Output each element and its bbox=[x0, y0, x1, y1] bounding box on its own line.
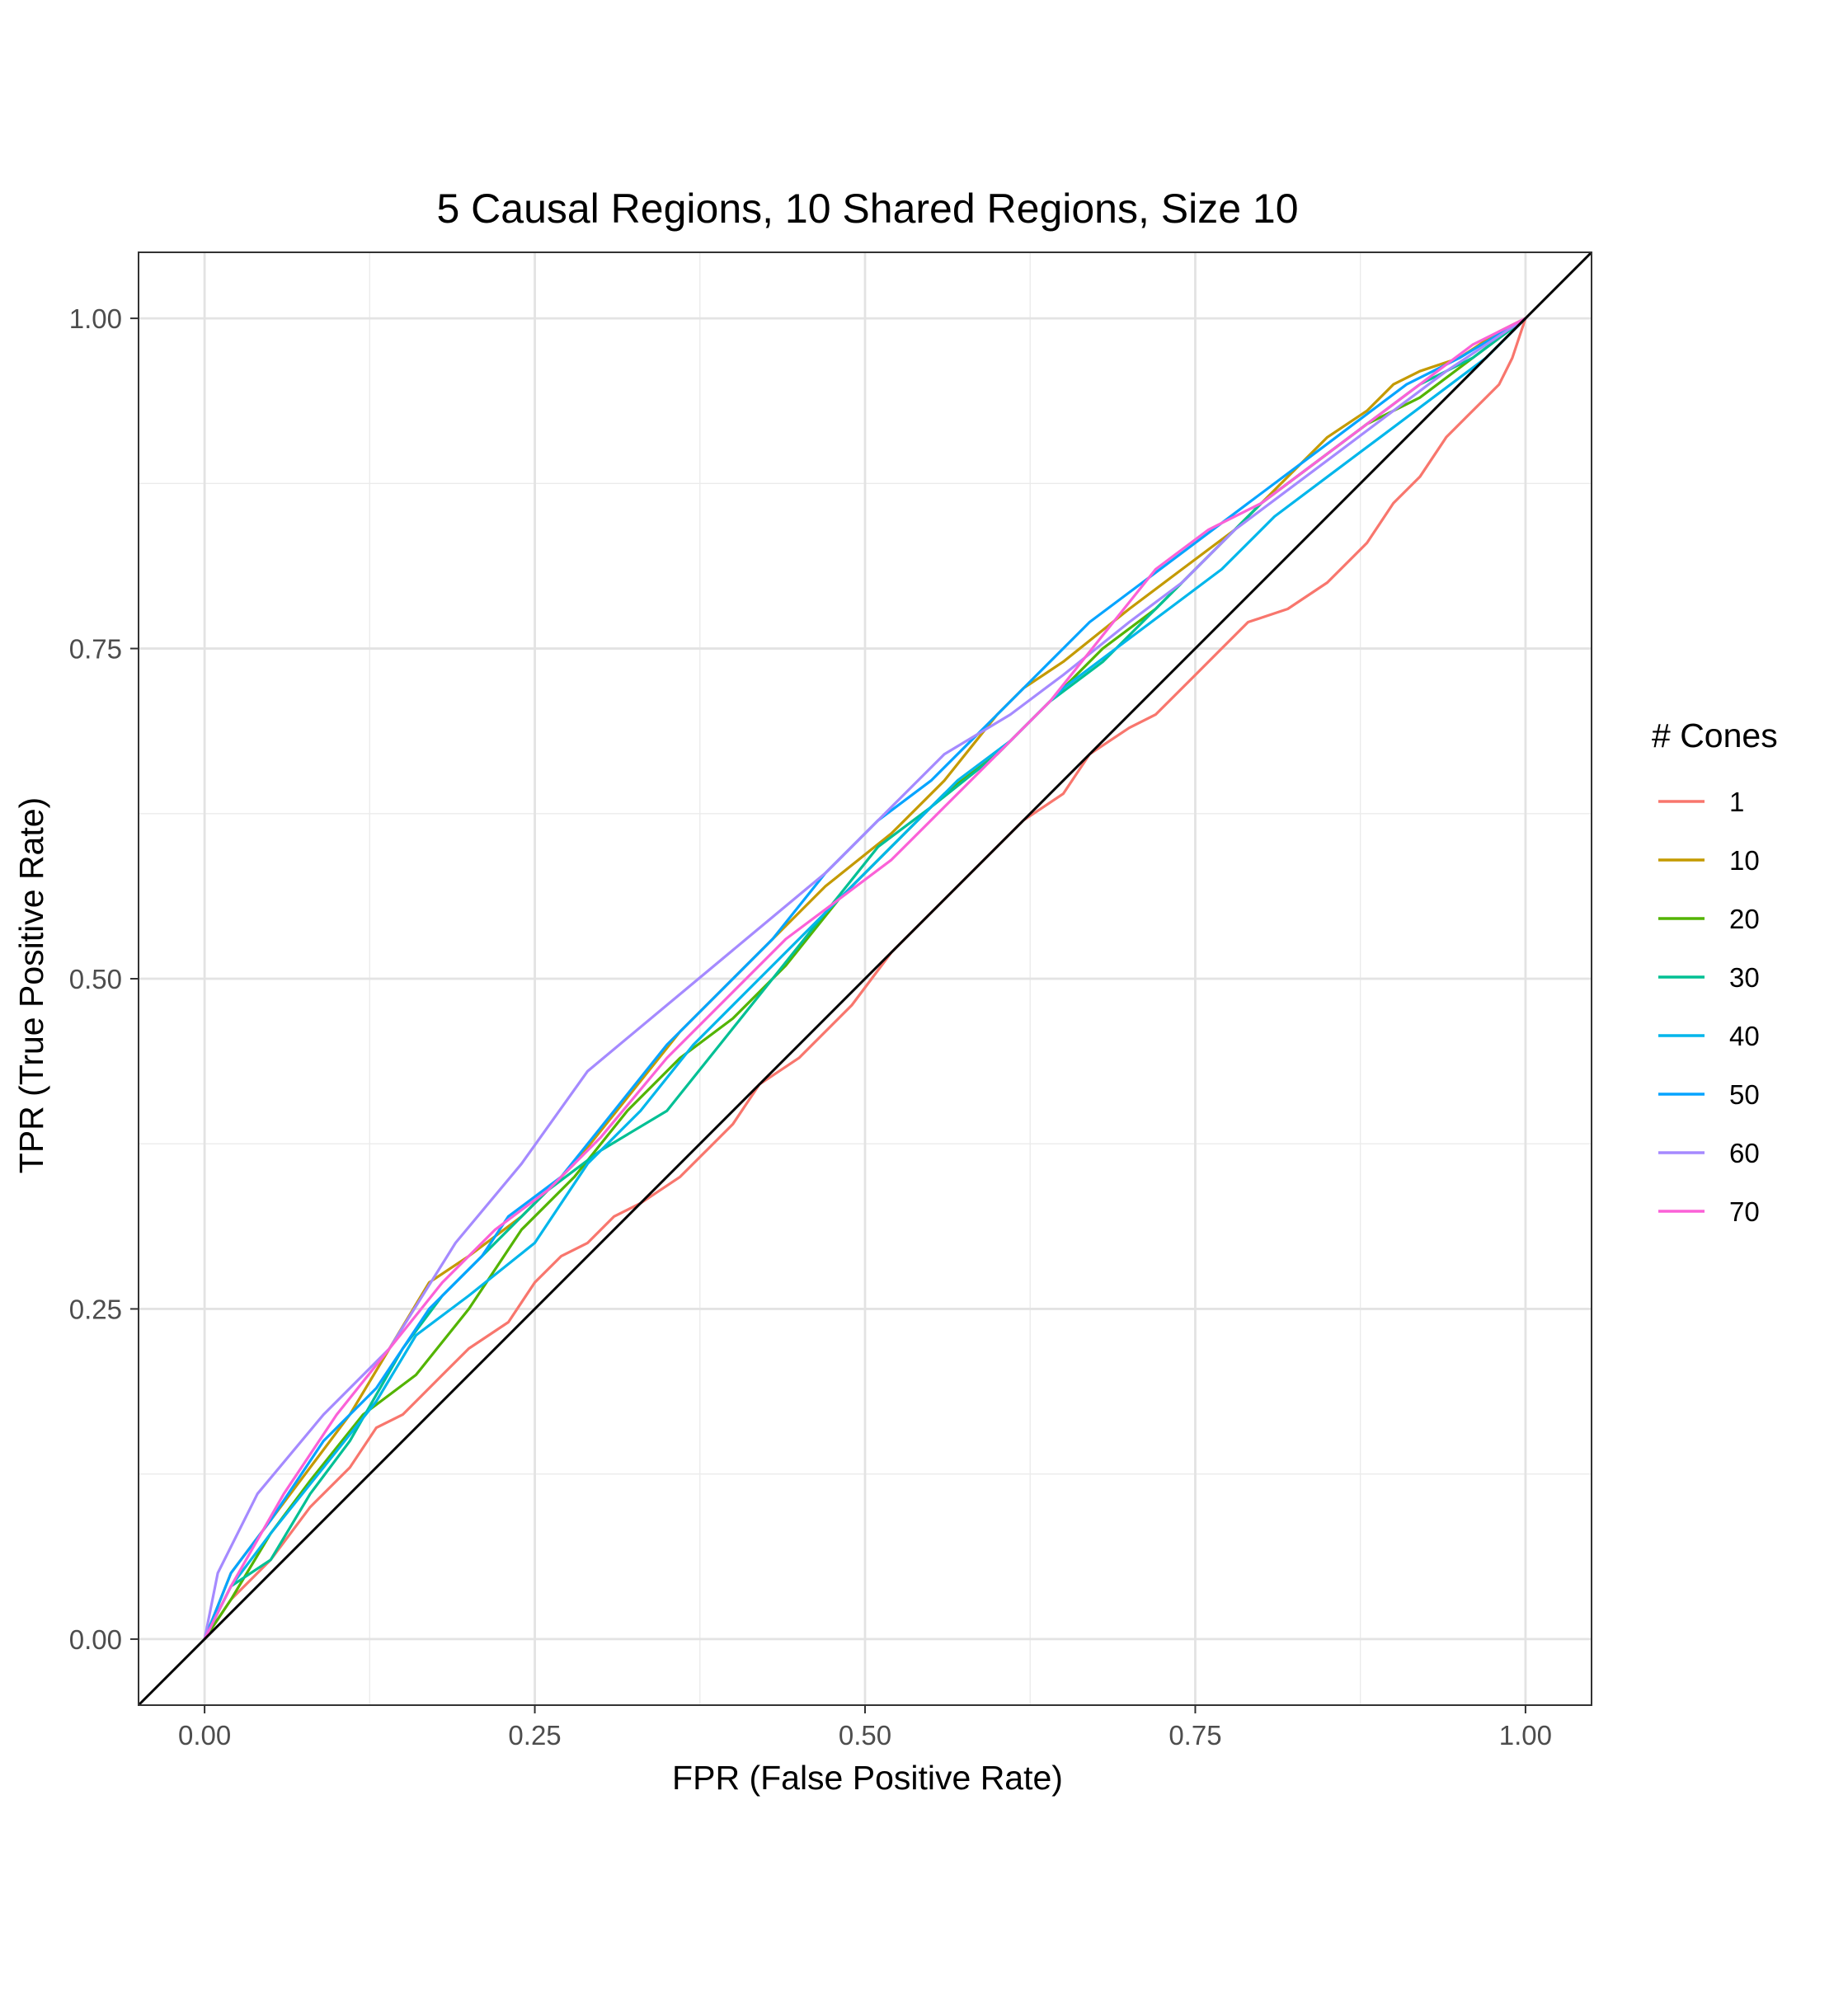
legend-label-70: 70 bbox=[1729, 1196, 1760, 1227]
x-tick-label: 0.00 bbox=[178, 1720, 231, 1750]
axis-ticks: 0.00 0.25 0.50 0.75 1.00 0.00 0.25 0.50 0.75 1.00 bbox=[69, 303, 1552, 1750]
y-tick-label: 0.50 bbox=[69, 964, 122, 994]
series-line-40 bbox=[203, 317, 1527, 1640]
x-tick-label: 0.25 bbox=[508, 1720, 561, 1750]
y-tick-label: 0.00 bbox=[69, 1624, 122, 1655]
legend-label-10: 10 bbox=[1729, 845, 1760, 876]
legend-label-50: 50 bbox=[1729, 1079, 1760, 1110]
legend: # Cones 1 10 20 30 40 50 60 70 bbox=[1652, 717, 1778, 1227]
series-lines bbox=[203, 317, 1527, 1640]
x-tick-label: 1.00 bbox=[1499, 1720, 1552, 1750]
chart-title: 5 Causal Regions, 10 Shared Regions, Siz… bbox=[436, 186, 1298, 232]
x-tick-label: 0.75 bbox=[1169, 1720, 1221, 1750]
legend-label-60: 60 bbox=[1729, 1138, 1760, 1168]
y-axis-title: TPR (True Positive Rate) bbox=[12, 797, 50, 1173]
y-tick-label: 0.75 bbox=[69, 634, 122, 665]
x-tick-label: 0.50 bbox=[839, 1720, 891, 1750]
diagonal-reference-line bbox=[137, 251, 1593, 1707]
y-tick-label: 0.25 bbox=[69, 1294, 122, 1324]
legend-items: 1 10 20 30 40 50 60 70 bbox=[1658, 787, 1760, 1227]
legend-label-20: 20 bbox=[1729, 904, 1760, 934]
legend-label-30: 30 bbox=[1729, 962, 1760, 993]
legend-label-1: 1 bbox=[1729, 787, 1744, 817]
y-tick-label: 1.00 bbox=[69, 303, 122, 334]
series-line-70 bbox=[203, 317, 1526, 1640]
legend-title: # Cones bbox=[1652, 717, 1778, 754]
legend-label-40: 40 bbox=[1729, 1021, 1760, 1051]
x-axis-title: FPR (False Positive Rate) bbox=[672, 1759, 1063, 1797]
series-line-60 bbox=[203, 317, 1526, 1640]
